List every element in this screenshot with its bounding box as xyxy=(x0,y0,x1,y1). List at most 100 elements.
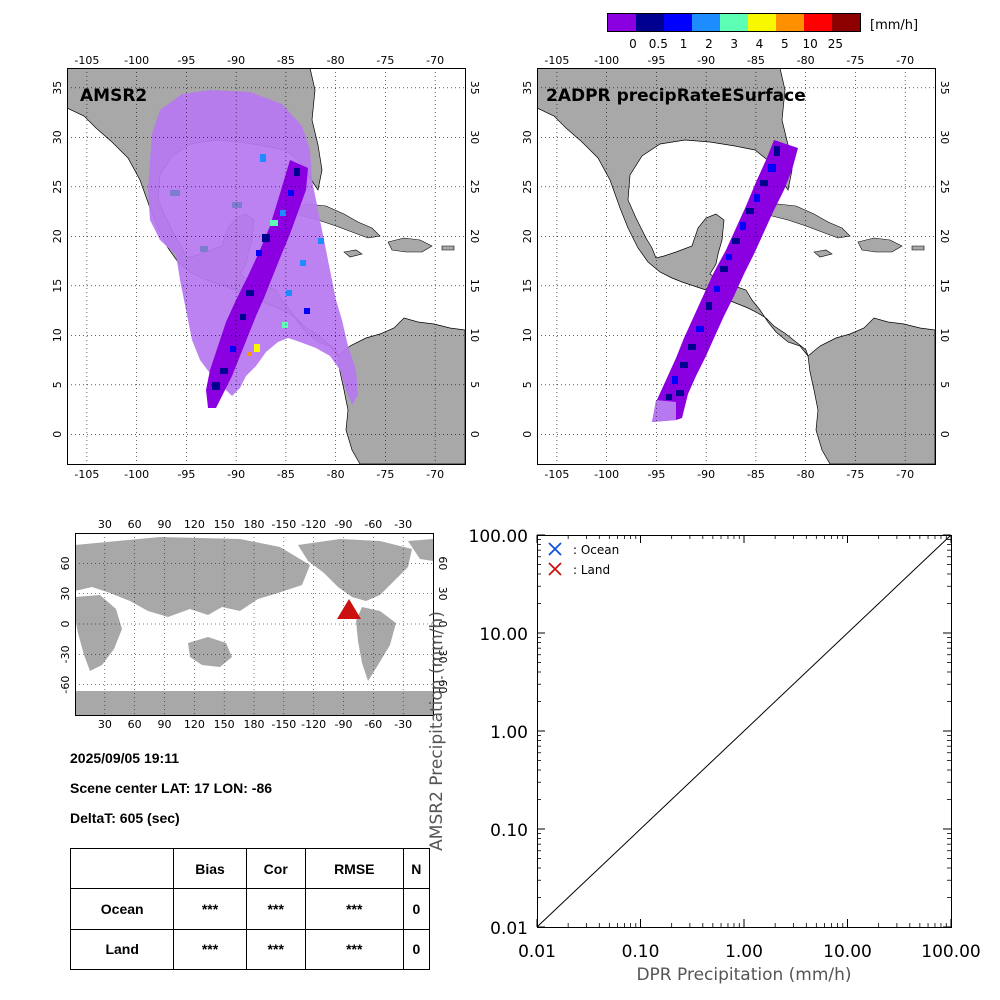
legend-label: : Land xyxy=(573,563,610,577)
world-lat-tick-label: 60 xyxy=(436,556,449,570)
map-lon-tick-label: -100 xyxy=(124,54,149,67)
map-lat-tick-label: 0 xyxy=(51,431,64,438)
colorbar-tick-label: 5 xyxy=(781,37,789,51)
scene-delta-t: DeltaT: 605 (sec) xyxy=(70,810,180,826)
amsr2-rain-cells xyxy=(170,154,324,390)
world-lat-tick-label: -30 xyxy=(436,645,449,663)
colorbar-tick-label: 0 xyxy=(629,37,637,51)
map-lat-tick-label: 30 xyxy=(468,130,480,144)
land-antarctica xyxy=(75,691,433,715)
world-lon-tick-label: -90 xyxy=(335,718,353,731)
map-lon-tick-label: -105 xyxy=(544,468,569,481)
map-lon-tick-label: -85 xyxy=(277,54,295,67)
amsr2-map: -105 -105 -100 -100 -95 -95 -90 -90 -85 -85 -80 -80… xyxy=(51,54,480,481)
legend-marker xyxy=(548,542,562,556)
map-lat-tick-label: 20 xyxy=(51,229,64,243)
land-jamaica xyxy=(343,249,363,258)
world-lon-tick-label: -30 xyxy=(394,518,412,531)
map-lon-tick-label: -75 xyxy=(376,468,394,481)
map-lon-tick-label: -100 xyxy=(594,54,619,67)
stats-cell-rmse: *** xyxy=(304,888,404,930)
colorbar-tick-label: 2 xyxy=(705,37,713,51)
map-lon-tick-label: -70 xyxy=(426,468,444,481)
land-puerto-rico xyxy=(441,245,455,251)
map-lon-tick-label: -90 xyxy=(697,468,715,481)
world-lon-tick-label: 150 xyxy=(214,518,235,531)
map-lat-tick-label: 0 xyxy=(938,431,950,438)
map-lat-tick-label: 10 xyxy=(521,328,534,342)
map-lat-tick-label: 5 xyxy=(521,381,534,388)
map-frame xyxy=(537,68,936,465)
x-tick-label: 10.00 xyxy=(823,942,872,962)
world-lat-tick-label: 0 xyxy=(59,621,72,628)
map-tick-labels: -105 -105 -100 -100 -95 -95 -90 -90 -85 -85 -80 -80… xyxy=(51,54,480,481)
colorbar-unit: [mm/h] xyxy=(870,18,918,33)
colorbar-swatch xyxy=(748,14,776,31)
stats-row-label: Ocean xyxy=(69,888,175,930)
map-lat-tick-label: 30 xyxy=(51,130,64,144)
world-lon-tick-label: -120 xyxy=(301,518,326,531)
stats-row-land: Land *** *** *** 0 xyxy=(69,928,431,971)
colorbar-swatch xyxy=(664,14,692,31)
map-lon-tick-label: -105 xyxy=(74,468,99,481)
map-lat-tick-label: 35 xyxy=(468,81,480,95)
colorbar-frame xyxy=(607,13,861,32)
x-tick-label: 0.10 xyxy=(622,942,660,962)
map-lon-tick-label: -80 xyxy=(327,54,345,67)
colorbar-swatch xyxy=(720,14,748,31)
dpr-swath-light xyxy=(652,400,676,422)
land-hispaniola xyxy=(857,237,903,253)
map-lat-tick-label: 5 xyxy=(51,381,64,388)
map-lat-tick-label: 35 xyxy=(938,81,950,95)
land-puerto-rico xyxy=(911,245,925,251)
map-lon-tick-label: -95 xyxy=(647,468,665,481)
map-tick-labels: -105 -105 -100 -100 -95 -95 -90 -90 -85 -85 -80 -80… xyxy=(521,54,950,481)
land-africa xyxy=(75,595,122,671)
world-lon-tick-label: 30 xyxy=(98,718,112,731)
land-north-america xyxy=(298,539,412,601)
world-lon-tick-label: -120 xyxy=(301,718,326,731)
world-lon-tick-label: 30 xyxy=(98,518,112,531)
map-lon-tick-label: -80 xyxy=(327,468,345,481)
map-lat-tick-label: 25 xyxy=(521,180,534,194)
y-tick-label: 10.00 xyxy=(479,625,528,645)
colorbar: 0 0.5 1 2 3 4 5 10 25 [mm/h] xyxy=(607,13,918,51)
stats-cell-cor: *** xyxy=(245,888,306,930)
land-greenland xyxy=(408,539,433,561)
map-title-amsr2: AMSR2 xyxy=(80,86,147,106)
map-lat-tick-label: 15 xyxy=(468,279,480,293)
world-lon-tick-label: -150 xyxy=(271,718,296,731)
map-lat-tick-label: 25 xyxy=(468,180,480,194)
map-lon-tick-label: -70 xyxy=(896,468,914,481)
map-lat-tick-label: 0 xyxy=(468,431,480,438)
colorbar-swatch xyxy=(636,14,664,31)
world-lon-tick-label: -30 xyxy=(394,718,412,731)
plot-legend: : Ocean: Land xyxy=(548,542,619,577)
y-tick-label: 0.01 xyxy=(490,919,528,939)
stats-row-label: Land xyxy=(69,928,175,971)
map-lat-tick-label: 25 xyxy=(51,180,64,194)
land-jamaica xyxy=(813,249,833,258)
stats-header-cell: Cor xyxy=(245,847,306,890)
map-lon-tick-label: -90 xyxy=(697,54,715,67)
world-frame xyxy=(75,533,434,716)
scene-center: Scene center LAT: 17 LON: -86 xyxy=(70,780,273,796)
land-north-america xyxy=(537,68,809,357)
stats-header-cell: RMSE xyxy=(304,847,404,890)
map-frame xyxy=(67,68,466,465)
world-lon-tick-label: 60 xyxy=(128,718,142,731)
stats-header-cell xyxy=(69,847,175,890)
stats-cell-bias: *** xyxy=(173,888,247,930)
colorbar-swatch xyxy=(804,14,832,31)
map-lon-tick-label: -70 xyxy=(426,54,444,67)
land-south-america xyxy=(337,317,465,464)
scene-location-marker xyxy=(337,599,361,619)
map-lon-tick-label: -80 xyxy=(797,54,815,67)
stats-header-cell: N xyxy=(402,847,431,890)
world-lat-tick-label: -60 xyxy=(59,676,72,694)
dpr-map: -105 -105 -100 -100 -95 -95 -90 -90 -85 -85 -80 -80… xyxy=(521,54,950,481)
world-lon-tick-label: 150 xyxy=(214,718,235,731)
colorbar-tick-label: 25 xyxy=(828,37,843,51)
map-lon-tick-label: -75 xyxy=(846,54,864,67)
map-title-dpr: 2ADPR precipRateESurface xyxy=(546,86,806,106)
